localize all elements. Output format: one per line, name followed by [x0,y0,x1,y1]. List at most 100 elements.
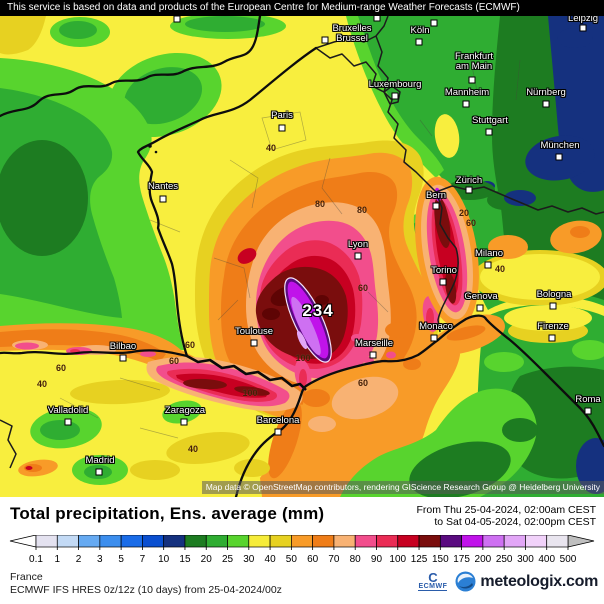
city-marker-bologna [549,302,557,310]
contour-value-label: 40 [187,444,199,454]
city-marker-bilbao [119,354,127,362]
legend-color-cell [439,534,462,548]
coastlines [0,14,604,499]
legend-tick-label: 15 [179,554,191,565]
legend-color-cell [184,534,207,548]
legend-color-cell [78,534,101,548]
city-label-paris: Paris [271,110,293,121]
city-label-genova: Genova [464,291,498,302]
contour-value-label: 60 [184,340,196,350]
contour-value-label: 60 [168,356,180,366]
meteologix-logo-icon [455,571,476,592]
legend-tick-label: 50 [286,554,298,565]
contour-value-label: 60 [55,363,67,373]
legend-color-cell [205,534,228,548]
city-marker-genova [476,304,484,312]
legend-color-cell [376,534,399,548]
city-label-bologna: Bologna [536,289,572,300]
city-marker-k-ln [415,38,423,46]
city-marker-m-nchen [555,153,563,161]
city-label-milano: Milano [475,248,503,259]
city-label-k-ln: Köln [410,25,430,36]
contour-value-label: 60 [357,283,369,293]
legend-tick-label: 400 [538,554,555,565]
map-label-overlay: Paris Nantes Bruxelles Brussel Luxembourg Köl… [36,13,601,476]
legend-tick-label: 125 [411,554,428,565]
legend-color-cell [142,534,165,548]
legend-tick-label: 20 [201,554,213,565]
region-label: France [10,571,43,583]
legend-color-cell [291,534,313,548]
ecmwf-logo-label: ECMWF [418,583,448,591]
city-label-frankfurt-am-main: Frankfurt am Main [454,51,494,72]
legend-tick-label: 25 [222,554,234,565]
city-label-luxembourg: Luxembourg [368,79,422,90]
max-precipitation-label: 234 [302,301,334,320]
legend-color-cell [354,534,377,548]
legend-color-cell [525,534,548,548]
meteologix-logo-label: meteologix.com [480,572,598,590]
contour-value-label: 100 [295,353,311,363]
model-info: France ECMWF IFS HRES 0z/12z (10 days) f… [10,571,282,597]
city-label-roma: Roma [575,394,601,405]
city-label-mannheim: Mannheim [444,87,490,98]
ecmwf-logo: C ECMWF [418,570,448,591]
legend-tick-label: 60 [307,554,319,565]
logos: C ECMWF meteologix.com [418,571,598,592]
city-marker-torino [439,278,447,286]
city-label-zaragoza: Zaragoza [164,405,206,416]
forecast-period-to: to Sat 04-05-2024, 02:00pm CEST [434,516,596,528]
contour-value-label: 40 [494,264,506,274]
legend-color-cell [163,534,186,548]
legend-tick-label: 10 [158,554,170,565]
legend-tick-label: 2 [76,554,82,565]
city-marker-stuttgart [485,128,493,136]
legend-color-cell [35,534,58,548]
city-marker-barcelona [274,428,282,436]
meteologix-logo: meteologix.com [455,571,598,592]
contour-value-label: 40 [265,143,277,153]
legend-color-cell [397,534,420,548]
city-label-bruxelles-brussel: Bruxelles Brussel [332,23,372,44]
city-marker-zaragoza [180,418,188,426]
city-marker-leipzig [579,24,587,32]
legend-color-cell [99,534,122,548]
contour-value-label: 80 [356,205,368,215]
colorbar-right-arrow [567,534,595,548]
city-label-barcelona: Barcelona [256,415,300,426]
ecmwf-logo-icon: C [428,570,438,585]
city-label-firenze: Firenze [537,321,569,332]
city-marker [430,19,438,27]
city-marker-marseille [369,351,377,359]
city-label-bilbao: Bilbao [109,341,137,352]
legend-tick-label: 3 [97,554,103,565]
city-marker-luxembourg [391,92,399,100]
city-marker-bruxelles-brussel [321,36,329,44]
legend-tick-label: 250 [496,554,513,565]
city-marker-madrid [95,468,103,476]
city-marker-nantes [159,195,167,203]
legend-color-cell [418,534,441,548]
forecast-period: From Thu 25-04-2024, 02:00am CEST to Sat… [416,504,596,528]
city-marker-paris [278,124,286,132]
legend-tick-label: 30 [243,554,255,565]
model-run-label: ECMWF IFS HRES 0z/12z (10 days) from 25-… [10,584,282,596]
city-marker-z-rich [465,186,473,194]
contour-value-label: 40 [36,379,48,389]
city-marker-n-rnberg [542,100,550,108]
city-label-toulouse: Toulouse [234,326,274,337]
city-label-leipzig: Leipzig [567,13,599,24]
precipitation-map [0,0,604,499]
legend-color-cell [546,534,569,548]
legend-tick-label: 70 [328,554,340,565]
city-label-torino: Torino [431,265,457,276]
contour-value-label: 20 [458,208,470,218]
city-marker-roma [584,407,592,415]
contour-value-label: 80 [314,199,326,209]
legend-tick-label: 5 [118,554,124,565]
legend-tick-label: 100 [389,554,406,565]
legend-color-cell [248,534,271,548]
legend-tick-label: 300 [517,554,534,565]
city-marker [173,15,181,23]
